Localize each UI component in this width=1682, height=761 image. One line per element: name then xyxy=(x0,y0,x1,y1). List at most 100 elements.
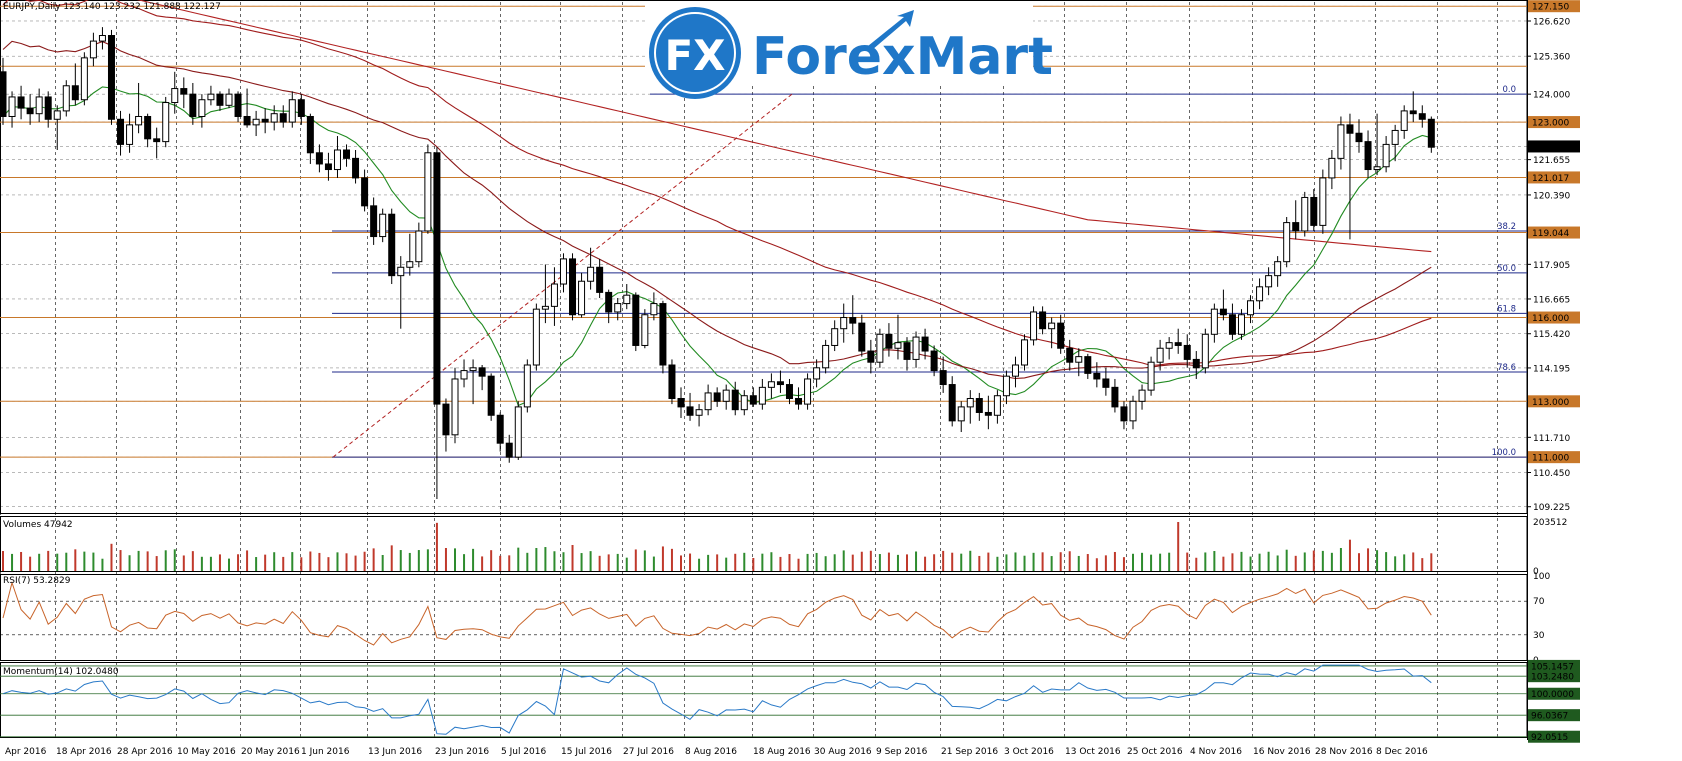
candle-body xyxy=(44,96,52,120)
price-tick-label: 110.450 xyxy=(1533,469,1570,479)
candle-body xyxy=(623,294,631,305)
candle-body xyxy=(550,283,558,307)
date-tick-label: 18 Apr 2016 xyxy=(56,747,112,757)
candle-body xyxy=(1292,222,1300,232)
candle-body xyxy=(252,118,260,126)
logo-arrow-icon xyxy=(868,10,914,50)
candle-body xyxy=(1400,110,1408,131)
momentum-line xyxy=(2,664,1432,735)
candle-body xyxy=(71,85,79,101)
candle-body xyxy=(1373,166,1381,171)
price-tick-label: 115.420 xyxy=(1533,330,1570,340)
date-tick-label: 3 Oct 2016 xyxy=(1004,747,1054,757)
candle-body xyxy=(1382,143,1390,168)
candle-body xyxy=(261,118,269,123)
date-tick-label: 16 Nov 2016 xyxy=(1253,747,1311,757)
candle-body xyxy=(1011,364,1019,377)
candle-body xyxy=(1156,347,1164,363)
price-flag xyxy=(1528,395,1580,408)
candle-body xyxy=(1057,322,1065,349)
candle-body xyxy=(912,336,920,360)
candle-body xyxy=(858,322,866,352)
rsi-tick-label: 70 xyxy=(1533,597,1545,607)
candle-body xyxy=(180,88,188,95)
candle-body xyxy=(984,411,992,416)
candle-body xyxy=(35,96,43,115)
price-tick-label: 109.225 xyxy=(1533,503,1570,513)
candle-body xyxy=(1075,356,1083,363)
candle-body xyxy=(867,350,875,363)
rsi-panel xyxy=(0,580,1527,646)
momentum-flag xyxy=(1528,730,1580,743)
momentum-tick-label: 96.0367 xyxy=(1531,712,1568,722)
candle-body xyxy=(939,370,947,386)
candle-body xyxy=(442,403,450,436)
volume-title: Volumes 47942 xyxy=(3,520,73,530)
candle-body xyxy=(1021,339,1029,366)
candle-body xyxy=(559,258,567,285)
candle-body xyxy=(921,336,929,352)
candle-body xyxy=(1084,356,1092,374)
candle-body xyxy=(704,392,712,411)
candle-body xyxy=(1192,358,1200,369)
candle-body xyxy=(80,57,88,101)
candle-body xyxy=(596,266,604,293)
candle-body xyxy=(424,152,432,232)
date-tick-label: 25 Oct 2016 xyxy=(1127,747,1183,757)
candle-body xyxy=(1237,314,1245,335)
candle-body xyxy=(1283,222,1291,263)
candle-body xyxy=(505,442,513,458)
candle-body xyxy=(352,157,360,179)
candle-body xyxy=(135,115,143,126)
candle-body xyxy=(469,367,477,372)
candle-body xyxy=(668,364,676,400)
candle-body xyxy=(785,384,793,400)
momentum-tick-label: 105.1457 xyxy=(1531,662,1574,672)
candle-body xyxy=(894,342,902,349)
date-tick-label: 8 Aug 2016 xyxy=(685,747,737,757)
momentum-tick-label: 92.0515 xyxy=(1531,733,1568,743)
price-flag xyxy=(1528,311,1580,324)
date-tick-label: 27 Jul 2016 xyxy=(623,747,674,757)
candle-body xyxy=(144,115,152,140)
candle-body xyxy=(1219,308,1227,316)
candle-body xyxy=(1355,132,1363,143)
date-tick-label: 13 Oct 2016 xyxy=(1065,747,1121,757)
date-tick-label: Apr 2016 xyxy=(5,747,47,757)
candle-body xyxy=(641,314,649,346)
candle-body xyxy=(415,230,423,263)
candle-body xyxy=(1093,372,1101,380)
candle-body xyxy=(1228,314,1236,335)
rsi-tick-label: 30 xyxy=(1533,631,1545,641)
logo-wordmark: ForexMart xyxy=(752,27,1053,87)
candle-body xyxy=(1201,333,1209,369)
candle-body xyxy=(1210,308,1218,335)
ma-200-line xyxy=(136,0,1432,253)
candle-body xyxy=(487,375,495,416)
candle-body xyxy=(361,177,369,207)
momentum-title: Momentum(14) 102.0480 xyxy=(3,667,119,677)
candle-body xyxy=(569,258,577,316)
momentum-tick-label: 100.0000 xyxy=(1531,690,1574,700)
price-flag xyxy=(1528,226,1580,239)
candle-body xyxy=(171,88,179,104)
candle-body xyxy=(1391,129,1399,145)
volume-panel xyxy=(2,522,1433,571)
candle-body xyxy=(975,398,983,413)
candle-body xyxy=(749,395,757,405)
candle-body xyxy=(1138,389,1146,402)
candle-body xyxy=(306,115,314,154)
candle-body xyxy=(1256,286,1264,302)
candle-body xyxy=(966,398,974,408)
candle-body xyxy=(8,96,16,117)
ma-fast-line xyxy=(2,86,1432,407)
price-flag-label: 111.000 xyxy=(1532,454,1569,464)
price-flag xyxy=(1528,140,1580,153)
candle-body xyxy=(605,291,613,313)
candle-body xyxy=(460,370,468,380)
date-tick-label: 30 Aug 2016 xyxy=(814,747,872,757)
axis-layer: Apr 2016 18 Apr 2016 28 Apr 2016 10 May 201… xyxy=(5,0,1580,757)
momentum-tick-label: 103.2480 xyxy=(1531,673,1574,683)
price-flag-label: 121.017 xyxy=(1532,174,1569,184)
